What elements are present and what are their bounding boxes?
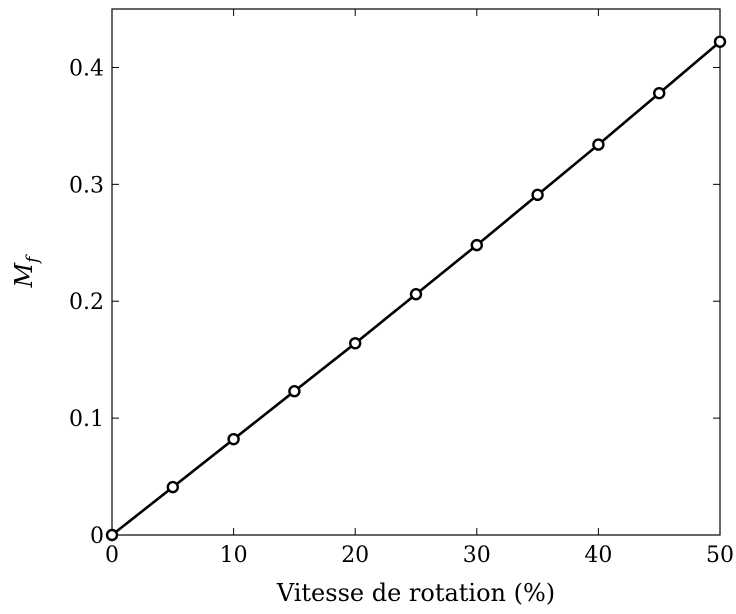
y-axis-title-subscript: f xyxy=(23,254,43,265)
data-point xyxy=(409,288,423,301)
data-point xyxy=(105,528,119,542)
x-axis-title: Vitesse de rotation (%) xyxy=(276,579,555,607)
y-tick-label: 0.1 xyxy=(69,407,104,432)
series-layer xyxy=(105,35,727,542)
data-point xyxy=(227,432,240,446)
y-tick-label: 0.3 xyxy=(69,173,104,198)
x-tick-label: 20 xyxy=(341,543,369,568)
data-point xyxy=(349,337,362,350)
x-tick-label: 30 xyxy=(463,543,491,568)
y-tick-labels: 0 0.1 0.2 0.3 0.4 xyxy=(69,56,104,549)
data-point xyxy=(713,35,727,48)
x-tick-label: 50 xyxy=(706,543,734,568)
y-axis-title-main: M xyxy=(10,261,38,288)
data-point xyxy=(288,385,301,398)
y-tick-label: 0.4 xyxy=(69,56,104,81)
x-tick-labels: 0 10 20 30 40 50 xyxy=(105,543,734,568)
data-point xyxy=(531,188,544,202)
x-tick-label: 0 xyxy=(105,543,119,568)
y-tick-label: 0.2 xyxy=(69,290,104,315)
data-point xyxy=(166,480,180,494)
plot-frame xyxy=(111,8,721,536)
axis-ticks xyxy=(111,9,721,536)
data-point xyxy=(592,138,605,151)
data-point xyxy=(470,238,483,252)
x-tick-label: 10 xyxy=(220,543,248,568)
y-tick-label: 0 xyxy=(90,524,104,549)
plot-area xyxy=(105,8,727,542)
x-tick-label: 40 xyxy=(584,543,612,568)
y-axis-title: Mf xyxy=(10,254,43,289)
data-point xyxy=(653,86,666,100)
